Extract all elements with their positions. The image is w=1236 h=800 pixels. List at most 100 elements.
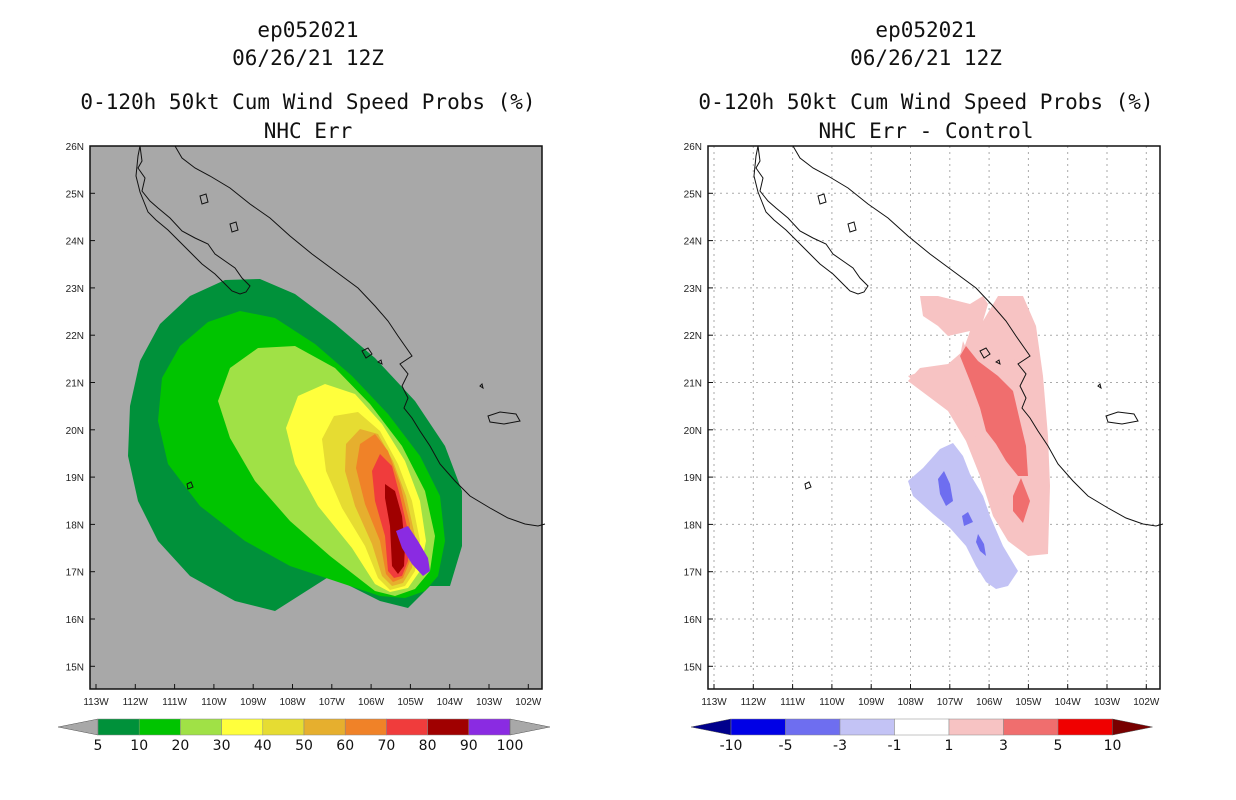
lat-tick-label: 22N: [66, 331, 84, 342]
lon-tick-label: 105W: [397, 697, 424, 708]
lat-tick-label: 18N: [684, 520, 702, 531]
left-map-panel: 26N 25N 24N 23N 22N 21N 20N 19N 18N 17N 16N 15N 113…: [66, 142, 546, 708]
left-subtitle: NHC Err: [263, 119, 353, 143]
colorbar-label: 5: [94, 738, 103, 754]
colorbar-swatch: [1057, 718, 1113, 736]
lon-tick-label: 103W: [476, 697, 503, 708]
colorbar-label: 50: [295, 738, 313, 754]
colorbar-label: 1: [945, 738, 954, 754]
right-map-panel: 26N 25N 24N 23N 22N 21N 20N 19N 18N 17N 16N 15N 113…: [684, 142, 1164, 708]
lon-tick-label: 104W: [437, 697, 464, 708]
lat-tick-label: 21N: [684, 379, 702, 390]
colorbar-label: 70: [377, 738, 395, 754]
right-datetime: 06/26/21 12Z: [850, 46, 1002, 70]
colorbar-swatch: [1003, 718, 1059, 736]
colorbar-label: -5: [779, 738, 793, 754]
lon-tick-label: 104W: [1055, 697, 1082, 708]
colorbar-label: -3: [833, 738, 847, 754]
lon-tick-label: 102W: [1133, 697, 1160, 708]
lat-tick-label: 23N: [684, 284, 702, 295]
colorbar-swatch: [948, 718, 1004, 736]
right-title: 0-120h 50kt Cum Wind Speed Probs (%): [698, 90, 1154, 114]
colorbar-swatch: [138, 718, 181, 736]
lon-tick-label: 105W: [1015, 697, 1042, 708]
lon-tick-label: 107W: [319, 697, 346, 708]
lat-tick-label: 20N: [684, 426, 702, 437]
colorbar-label: 10: [1104, 738, 1122, 754]
left-map-frame: [89, 145, 543, 690]
left-lon-axis: 113W 112W 111W 110W 109W 108W 107W 106W 105W 104W…: [83, 684, 542, 708]
colorbar-swatch: [303, 718, 346, 736]
lat-tick-label: 22N: [684, 331, 702, 342]
lat-tick-label: 26N: [684, 142, 702, 153]
colorbar-swatch: [468, 718, 511, 736]
lat-tick-label: 21N: [66, 379, 84, 390]
lon-tick-label: 107W: [937, 697, 964, 708]
lat-tick-label: 24N: [66, 237, 84, 248]
lat-tick-label: 20N: [66, 426, 84, 437]
lat-tick-label: 17N: [66, 568, 84, 579]
lat-tick-label: 23N: [66, 284, 84, 295]
colorbar-label: 100: [497, 738, 524, 754]
lon-tick-label: 108W: [279, 697, 306, 708]
left-storm-id: ep052021: [257, 18, 359, 42]
colorbar-left-arrow: [57, 718, 99, 736]
colorbar-swatch: [262, 718, 305, 736]
lon-tick-label: 106W: [358, 697, 385, 708]
right-colorbar: -10 -5 -3 -1 1 3 5 10: [690, 718, 1153, 754]
lon-tick-label: 102W: [515, 697, 542, 708]
lat-tick-label: 18N: [66, 520, 84, 531]
left-datetime: 06/26/21 12Z: [232, 46, 384, 70]
lon-tick-label: 112W: [741, 697, 767, 708]
colorbar-swatch: [894, 718, 950, 736]
lat-tick-label: 15N: [66, 662, 84, 673]
colorbar-swatch: [221, 718, 264, 736]
lat-tick-label: 19N: [684, 473, 702, 484]
lon-tick-label: 109W: [240, 697, 267, 708]
lon-tick-label: 113W: [701, 697, 727, 708]
colorbar-swatch: [97, 718, 140, 736]
colorbar-swatch: [839, 718, 895, 736]
right-lon-axis: 113W 112W 111W 110W 109W 108W 107W 106W 105W 104W…: [701, 684, 1160, 708]
lat-tick-label: 25N: [684, 189, 702, 200]
colorbar-label: 90: [460, 738, 478, 754]
colorbar-swatch: [386, 718, 428, 736]
right-difference-contours: [908, 296, 1050, 589]
colorbar-label: -10: [720, 738, 743, 754]
left-title: 0-120h 50kt Cum Wind Speed Probs (%): [80, 90, 536, 114]
lon-tick-label: 106W: [976, 697, 1003, 708]
right-map-frame: [707, 145, 1161, 690]
colorbar-label: 20: [171, 738, 189, 754]
lon-tick-label: 112W: [123, 697, 149, 708]
colorbar-label: 5: [1054, 738, 1063, 754]
lon-tick-label: 111W: [780, 697, 805, 708]
lat-tick-label: 19N: [66, 473, 84, 484]
lat-tick-label: 17N: [684, 568, 702, 579]
lon-tick-label: 109W: [858, 697, 885, 708]
colorbar-right-arrow: [1112, 718, 1153, 736]
left-lat-axis: 26N 25N 24N 23N 22N 21N 20N 19N 18N 17N 16N 15N: [66, 142, 95, 673]
lon-tick-label: 103W: [1094, 697, 1121, 708]
lat-tick-label: 16N: [684, 615, 702, 626]
colorbar-label: -1: [888, 738, 902, 754]
right-map-background: [708, 146, 1160, 689]
colorbar-right-arrow: [509, 718, 551, 736]
colorbar-label: 40: [254, 738, 272, 754]
colorbar-label: 80: [419, 738, 437, 754]
colorbar-swatch: [427, 718, 470, 736]
lat-tick-label: 26N: [66, 142, 84, 153]
colorbar-left-arrow: [690, 718, 732, 736]
colorbar-swatch: [730, 718, 786, 736]
lat-tick-label: 24N: [684, 237, 702, 248]
colorbar-label: 3: [999, 738, 1008, 754]
lat-tick-label: 25N: [66, 189, 84, 200]
colorbar-label: 10: [130, 738, 148, 754]
lon-tick-label: 113W: [83, 697, 109, 708]
lon-tick-label: 110W: [201, 697, 227, 708]
lat-tick-label: 16N: [66, 615, 84, 626]
lon-tick-label: 111W: [162, 697, 187, 708]
right-lat-axis: 26N 25N 24N 23N 22N 21N 20N 19N 18N 17N 16N 15N: [684, 142, 713, 673]
colorbar-swatch: [344, 718, 387, 736]
colorbar-label: 30: [213, 738, 231, 754]
